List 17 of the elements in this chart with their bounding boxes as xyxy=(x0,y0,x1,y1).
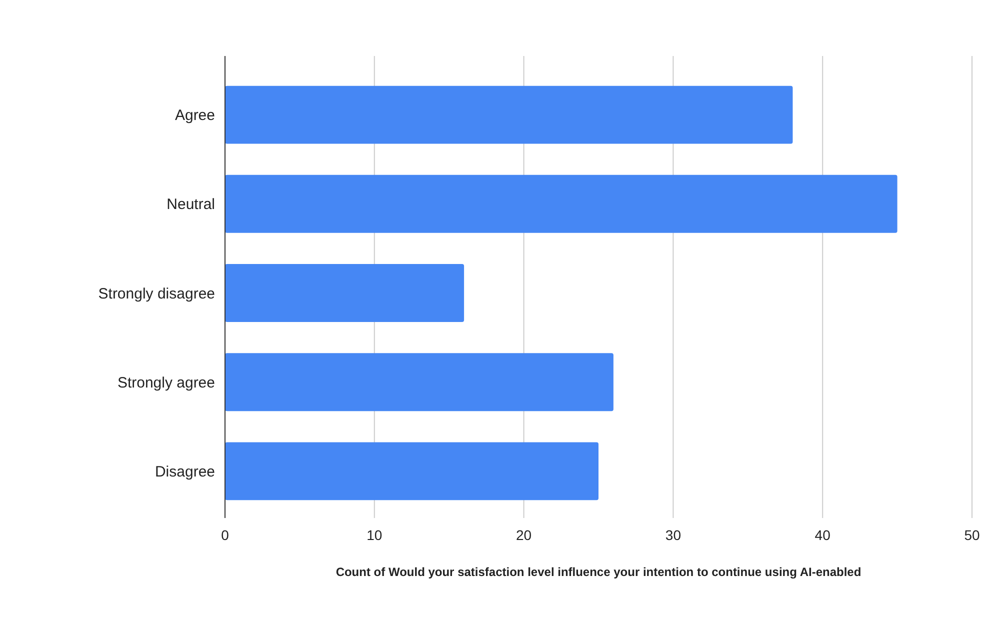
bar xyxy=(225,442,598,500)
x-axis-title: Count of Would your satisfaction level influence your intention to continue using AI-enabled xyxy=(336,565,862,579)
bar xyxy=(225,264,464,322)
x-tick-label: 40 xyxy=(814,527,831,543)
x-tick-label: 10 xyxy=(366,527,382,543)
x-tick-label: 0 xyxy=(221,527,230,543)
y-tick-label: Strongly disagree xyxy=(98,285,215,302)
x-tick-label: 50 xyxy=(964,527,980,543)
x-tick-label: 30 xyxy=(665,527,682,543)
y-tick-label: Disagree xyxy=(154,463,215,480)
y-tick-label: Agree xyxy=(174,107,215,124)
y-tick-label: Strongly agree xyxy=(117,374,215,392)
x-tick-label: 20 xyxy=(516,527,532,543)
y-tick-label: Neutral xyxy=(166,196,215,214)
bar xyxy=(225,353,614,412)
bar xyxy=(225,86,793,144)
bar xyxy=(225,174,898,233)
